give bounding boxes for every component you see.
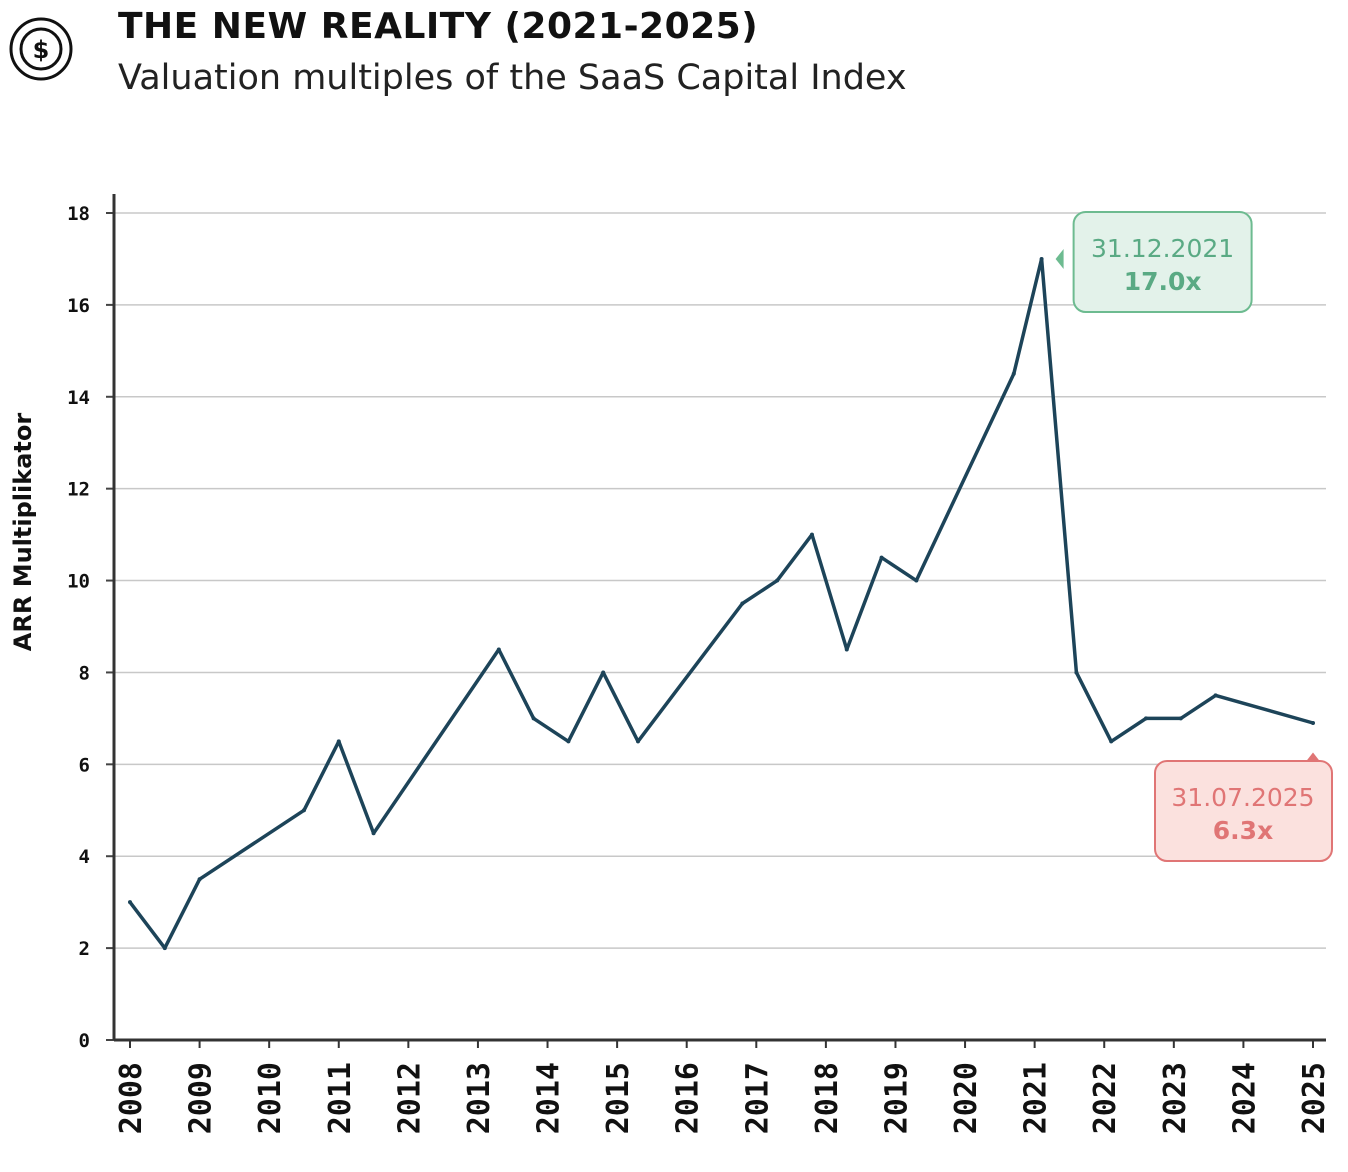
y-tick-label: 2 [79, 938, 90, 960]
data-point [336, 739, 341, 744]
data-point [1039, 256, 1044, 261]
data-point [128, 900, 132, 905]
peak-callout-pointer [1055, 248, 1064, 269]
x-tick-label: 2011 [323, 1062, 358, 1134]
data-point [1311, 720, 1315, 725]
x-tick-label: 2021 [1019, 1062, 1054, 1134]
y-tick-label: 8 [79, 662, 90, 684]
peak-callout-box [1072, 211, 1253, 313]
y-tick-label: 18 [67, 203, 90, 225]
svg-text:$: $ [33, 36, 50, 64]
x-tick-label: 2025 [1297, 1062, 1332, 1134]
peak-callout-date: 31.12.2021 [1091, 234, 1234, 263]
chart-title: THE NEW REALITY (2021-2025) [118, 6, 759, 47]
x-tick-label: 2022 [1088, 1062, 1123, 1134]
data-point [371, 831, 376, 836]
data-point [809, 532, 814, 537]
y-axis-title: ARR Multiplikator [9, 413, 37, 652]
y-tick-label: 6 [79, 754, 90, 776]
data-point [1011, 371, 1016, 376]
latest-callout-value: 6.3x [1213, 816, 1273, 845]
x-tick-label: 2020 [949, 1062, 984, 1134]
data-point [496, 647, 501, 652]
x-tick-label: 2009 [184, 1062, 219, 1134]
dollar-coin-icon: $ [8, 16, 74, 82]
x-tick-label: 2024 [1227, 1062, 1262, 1134]
x-tick-label: 2014 [532, 1062, 567, 1134]
data-point [1074, 670, 1079, 675]
y-tick-label: 16 [67, 295, 90, 317]
chart-subtitle: Valuation multiples of the SaaS Capital … [118, 58, 907, 98]
data-point [162, 946, 167, 951]
data-point [740, 601, 745, 606]
data-point [301, 808, 306, 813]
latest-callout-date: 31.07.2025 [1171, 783, 1314, 812]
x-tick-label: 2015 [601, 1062, 636, 1134]
data-point [635, 739, 640, 744]
y-tick-label: 12 [67, 479, 90, 501]
latest-callout-box [1154, 760, 1333, 862]
data-point [601, 670, 606, 675]
data-point [197, 877, 202, 882]
data-point [1143, 716, 1148, 721]
peak-callout-value: 17.0x [1124, 267, 1202, 296]
data-point [844, 647, 849, 652]
data-point [1178, 716, 1183, 721]
x-tick-label: 2016 [671, 1062, 706, 1134]
x-tick-label: 2012 [392, 1062, 427, 1134]
data-point [1213, 693, 1218, 698]
x-tick-label: 2023 [1158, 1062, 1193, 1134]
data-point [566, 739, 571, 744]
x-tick-label: 2008 [114, 1062, 149, 1134]
x-tick-label: 2017 [740, 1062, 775, 1134]
y-tick-label: 10 [67, 571, 90, 593]
x-tick-label: 2010 [253, 1062, 288, 1134]
x-tick-label: 2013 [462, 1062, 497, 1134]
y-tick-label: 0 [79, 1030, 90, 1052]
series-line-0 [128, 257, 1315, 950]
data-point [531, 716, 536, 721]
x-tick-label: 2019 [879, 1062, 914, 1134]
x-tick-label: 2018 [810, 1062, 845, 1134]
data-point [879, 555, 884, 560]
data-point [914, 578, 919, 583]
y-tick-label: 4 [79, 846, 90, 868]
data-point [775, 578, 780, 583]
data-point [1109, 739, 1114, 744]
y-tick-label: 14 [67, 387, 90, 409]
